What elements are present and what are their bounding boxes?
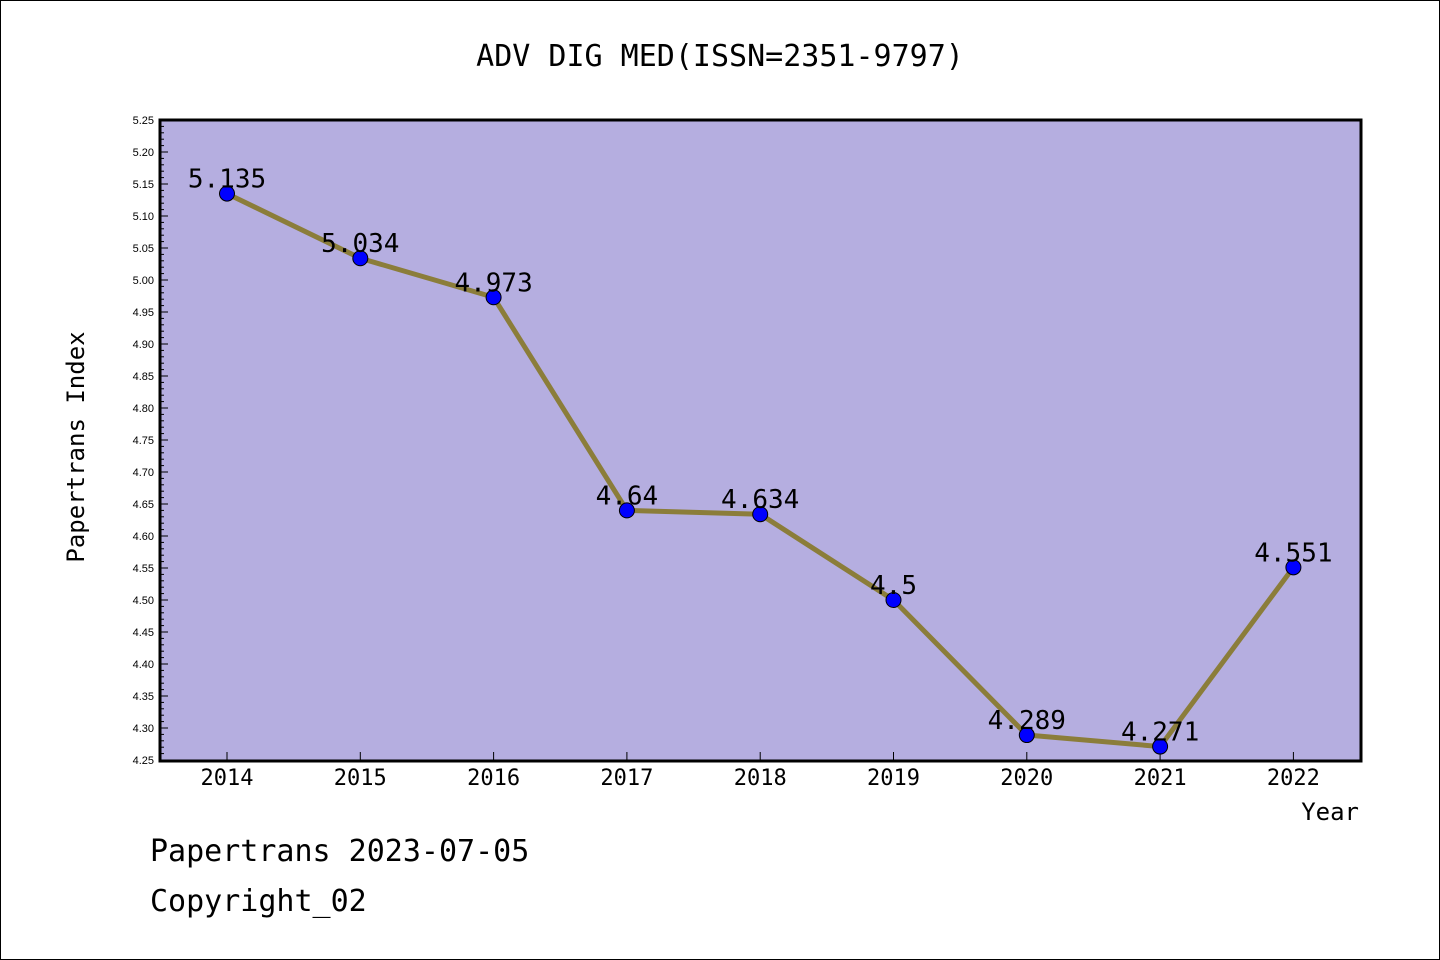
x-tick-label: 2017	[600, 766, 653, 791]
data-label: 5.034	[321, 229, 399, 259]
y-tick-label: 4.55	[133, 563, 154, 575]
footer-date-line: Papertrans 2023-07-05	[150, 834, 530, 869]
data-point-marker	[885, 592, 902, 608]
y-tick-label: 5.00	[133, 275, 154, 287]
x-tick-label: 2018	[734, 766, 787, 791]
data-label: 5.135	[188, 165, 266, 195]
x-tick-label: 2022	[1267, 766, 1320, 791]
x-tick-label: 2019	[867, 766, 920, 791]
x-tick-label: 2020	[1000, 766, 1053, 791]
y-tick-label: 4.75	[133, 435, 154, 447]
y-tick-label: 4.60	[133, 531, 154, 543]
y-axis-ticks: 4.25 4.30 4.35 4.40 4.45 4.50 4.55 4.60 4.65 4.70…	[133, 115, 168, 767]
y-tick-label: 5.15	[133, 179, 154, 191]
data-label: 4.271	[1121, 718, 1199, 748]
chart-title: ADV DIG MED(ISSN=2351-9797)	[476, 39, 964, 74]
data-point-marker	[1018, 727, 1035, 744]
y-tick-label: 4.35	[133, 691, 154, 703]
data-point-marker	[1285, 559, 1302, 576]
data-label: 4.973	[454, 268, 532, 298]
y-tick-label: 5.25	[133, 115, 154, 127]
y-tick-label: 4.85	[133, 371, 154, 383]
y-tick-label: 4.45	[133, 627, 154, 639]
data-point-marker	[352, 250, 369, 267]
y-tick-label: 4.30	[133, 723, 154, 735]
data-label: 4.289	[988, 706, 1066, 736]
data-point-marker	[752, 506, 769, 523]
y-tick-label: 4.70	[133, 467, 154, 479]
y-tick-label: 5.05	[133, 243, 154, 255]
x-tick-label: 2015	[334, 766, 387, 791]
x-tick-label: 2021	[1134, 766, 1187, 791]
data-label: 4.551	[1254, 538, 1332, 568]
y-axis-label: Papertrans Index	[62, 331, 90, 562]
data-point-marker	[1152, 738, 1169, 755]
data-point-marker	[219, 185, 235, 202]
y-tick-label: 4.95	[133, 307, 154, 319]
plot-area	[158, 118, 1363, 763]
x-tick-label: 2014	[201, 766, 254, 791]
y-tick-label: 4.25	[133, 755, 154, 767]
y-tick-label: 4.50	[133, 595, 154, 607]
data-point-marker	[618, 502, 635, 519]
y-tick-label: 5.20	[133, 147, 154, 159]
y-tick-label: 4.65	[133, 499, 154, 511]
x-axis-label: Year	[1301, 798, 1359, 826]
x-tick-label: 2016	[467, 766, 520, 791]
data-label: 4.634	[721, 485, 799, 515]
y-tick-label: 4.90	[133, 339, 154, 351]
y-tick-label: 4.40	[133, 659, 154, 671]
footer-copyright: Copyright_02	[150, 884, 367, 919]
data-label: 4.64	[596, 481, 659, 511]
x-axis-ticks: 2014 2015 2016 2017 2018 2019 2020 2021 2022	[201, 752, 1320, 791]
data-label: 4.5	[870, 571, 917, 601]
y-tick-label: 4.80	[133, 403, 154, 415]
y-tick-label: 5.10	[133, 211, 154, 223]
data-labels: 5.135 5.034 4.973 4.64 4.634 4.5 4.289 4.271 4.5…	[188, 165, 1333, 748]
data-markers	[219, 185, 1302, 755]
data-point-marker	[485, 289, 502, 306]
